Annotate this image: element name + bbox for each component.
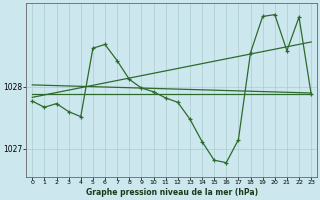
X-axis label: Graphe pression niveau de la mer (hPa): Graphe pression niveau de la mer (hPa) [86,188,258,197]
